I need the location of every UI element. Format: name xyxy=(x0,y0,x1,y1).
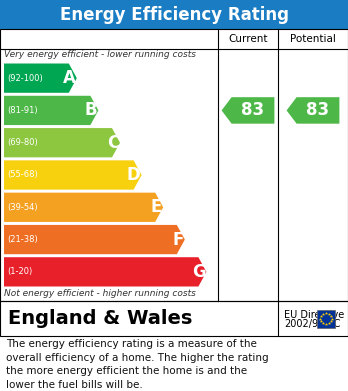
Text: D: D xyxy=(127,166,141,184)
Text: (81-91): (81-91) xyxy=(7,106,38,115)
Text: F: F xyxy=(172,231,184,249)
Bar xyxy=(0,29,348,301)
Text: B: B xyxy=(85,101,97,119)
Polygon shape xyxy=(4,63,77,93)
Text: A: A xyxy=(63,69,76,87)
Text: 83: 83 xyxy=(242,101,264,119)
Text: (55-68): (55-68) xyxy=(7,170,38,179)
Text: Very energy efficient - lower running costs: Very energy efficient - lower running co… xyxy=(4,50,196,59)
Text: 2002/91/EC: 2002/91/EC xyxy=(284,319,340,328)
Text: EU Directive: EU Directive xyxy=(284,310,344,321)
Text: Current: Current xyxy=(228,34,268,44)
Bar xyxy=(317,310,335,328)
Text: C: C xyxy=(107,134,119,152)
Polygon shape xyxy=(222,97,275,124)
Text: (21-38): (21-38) xyxy=(7,235,38,244)
Polygon shape xyxy=(287,97,339,124)
Polygon shape xyxy=(4,128,120,157)
Polygon shape xyxy=(4,96,98,125)
Text: G: G xyxy=(192,263,205,281)
Text: (92-100): (92-100) xyxy=(7,74,43,83)
Text: Energy Efficiency Rating: Energy Efficiency Rating xyxy=(60,5,288,23)
Text: England & Wales: England & Wales xyxy=(8,309,192,328)
Polygon shape xyxy=(4,257,206,287)
Text: The energy efficiency rating is a measure of the
overall efficiency of a home. T: The energy efficiency rating is a measur… xyxy=(6,339,269,390)
Text: Not energy efficient - higher running costs: Not energy efficient - higher running co… xyxy=(4,289,196,298)
Text: Potential: Potential xyxy=(290,34,336,44)
Text: (1-20): (1-20) xyxy=(7,267,32,276)
Text: 83: 83 xyxy=(307,101,330,119)
Polygon shape xyxy=(4,225,185,254)
Text: (39-54): (39-54) xyxy=(7,203,38,212)
Bar xyxy=(0,0,348,29)
Polygon shape xyxy=(4,193,163,222)
Bar xyxy=(0,301,348,336)
Polygon shape xyxy=(4,160,142,190)
Text: (69-80): (69-80) xyxy=(7,138,38,147)
Text: E: E xyxy=(151,198,162,216)
